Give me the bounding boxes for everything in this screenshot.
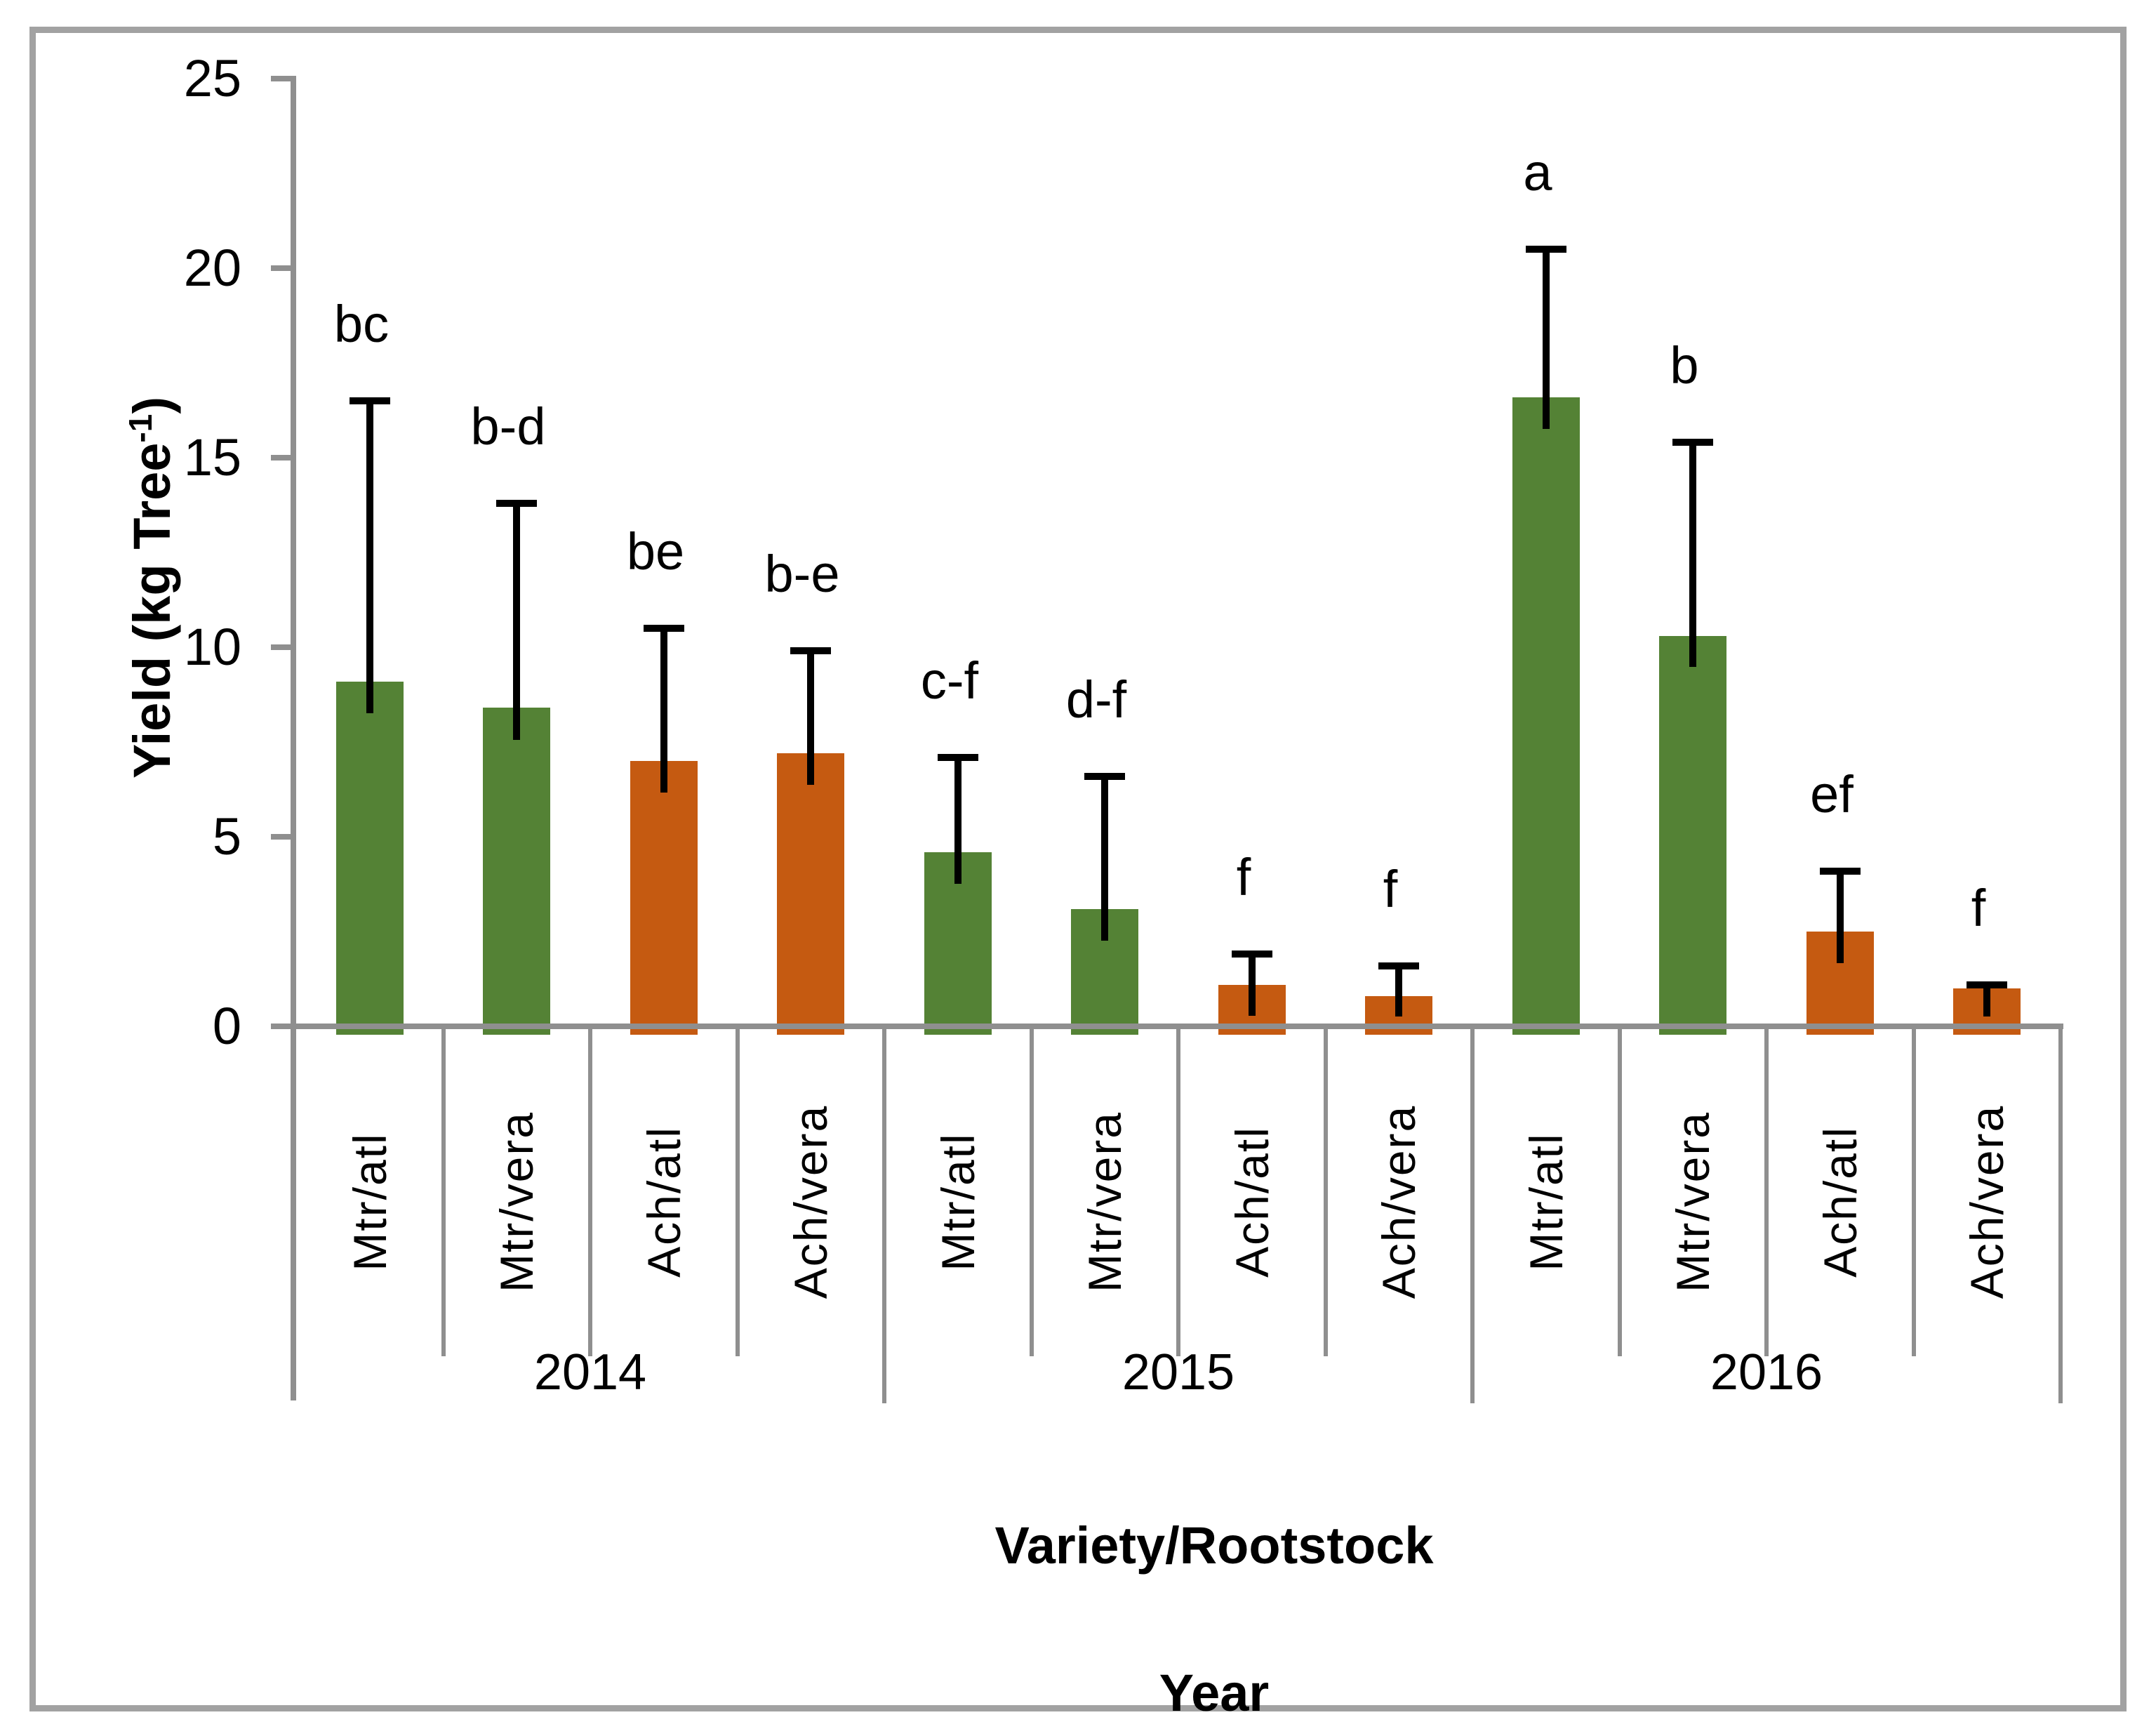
year-separator-line — [1470, 1029, 1475, 1403]
category-label-2016-mtr-vera: Mtr/vera — [1667, 1111, 1719, 1293]
error-bar-cap-2016-mtr-atl — [1526, 246, 1566, 253]
y-tick-label-5: 5 — [212, 807, 241, 866]
y-tick-label-25: 25 — [183, 49, 241, 107]
bar-2014-ach-vera — [777, 753, 844, 1035]
category-label-2014-ach-atl: Ach/atl — [638, 1126, 690, 1278]
y-axis-title-superscript: -1 — [122, 413, 159, 443]
significance-letter-2015-ach-atl: f — [1236, 848, 1251, 906]
category-separator-line — [1176, 1029, 1180, 1356]
bar-2014-mtr-vera — [483, 708, 550, 1035]
error-bar-line-2016-ach-atl — [1837, 871, 1844, 963]
significance-letter-2016-ach-vera: f — [1971, 879, 1986, 937]
y-tick-mark-10 — [271, 644, 291, 650]
error-bar-cap-2016-ach-vera — [1967, 981, 2007, 988]
y-axis-line — [291, 76, 296, 1400]
category-label-2016-mtr-atl: Mtr/atl — [1520, 1132, 1572, 1271]
error-bar-cap-2015-ach-vera — [1378, 962, 1419, 969]
error-bar-line-2015-mtr-vera — [1101, 776, 1108, 941]
category-label-2016-ach-vera: Ach/vera — [1961, 1104, 2013, 1299]
bar-2016-mtr-atl — [1512, 397, 1580, 1035]
bar-2016-mtr-vera — [1659, 636, 1726, 1035]
error-bar-line-2015-mtr-atl — [954, 757, 961, 884]
error-bar-line-2014-ach-atl — [660, 628, 667, 793]
significance-letter-2016-mtr-vera: b — [1670, 336, 1699, 395]
y-tick-mark-25 — [271, 76, 291, 81]
category-label-2015-ach-vera: Ach/vera — [1373, 1104, 1425, 1299]
category-label-2014-mtr-atl: Mtr/atl — [344, 1132, 396, 1271]
category-label-2014-mtr-vera: Mtr/vera — [491, 1111, 543, 1293]
category-separator-line — [1618, 1029, 1622, 1356]
error-bar-cap-2014-mtr-vera — [496, 500, 537, 507]
category-separator-line — [1030, 1029, 1034, 1356]
error-bar-cap-2014-ach-atl — [644, 625, 684, 632]
category-separator-line — [588, 1029, 592, 1356]
year-separator-line — [882, 1029, 886, 1403]
y-tick-label-0: 0 — [212, 997, 241, 1055]
y-tick-mark-20 — [271, 265, 291, 271]
error-bar-cap-2016-ach-atl — [1820, 868, 1861, 875]
significance-letter-2015-ach-vera: f — [1383, 860, 1398, 918]
error-bar-line-2016-ach-vera — [1983, 985, 1990, 1016]
y-tick-mark-0 — [271, 1024, 291, 1029]
category-label-2016-ach-atl: Ach/atl — [1814, 1126, 1866, 1278]
significance-letter-2016-ach-atl: ef — [1810, 765, 1854, 823]
error-bar-line-2014-mtr-vera — [513, 503, 520, 740]
significance-letter-2015-mtr-vera: d-f — [1065, 670, 1127, 729]
category-label-2015-mtr-atl: Mtr/atl — [932, 1132, 984, 1271]
significance-letter-2014-ach-atl: be — [626, 522, 685, 581]
y-tick-label-10: 10 — [183, 618, 241, 676]
category-separator-line — [1324, 1029, 1328, 1356]
significance-letter-2014-ach-vera: b-e — [764, 545, 840, 603]
category-label-2014-ach-vera: Ach/vera — [785, 1104, 837, 1299]
y-axis-title-text: Yield (kg Tree — [122, 442, 181, 779]
category-separator-line — [736, 1029, 740, 1356]
error-bar-line-2014-mtr-atl — [366, 401, 373, 713]
error-bar-cap-2015-mtr-vera — [1084, 773, 1125, 780]
x-axis-line — [271, 1024, 2063, 1029]
y-tick-mark-5 — [271, 834, 291, 840]
significance-letter-2014-mtr-atl: bc — [333, 295, 390, 353]
category-separator-line — [441, 1029, 446, 1356]
error-bar-cap-2014-ach-vera — [790, 647, 831, 654]
category-label-2015-ach-atl: Ach/atl — [1226, 1126, 1278, 1278]
significance-letter-2014-mtr-vera: b-d — [470, 397, 546, 456]
y-tick-mark-15 — [271, 455, 291, 461]
y-tick-label-15: 15 — [183, 428, 241, 486]
significance-letter-2015-mtr-atl: c-f — [920, 651, 979, 710]
year-separator-line — [2058, 1029, 2063, 1403]
category-separator-line — [1764, 1029, 1769, 1356]
error-bar-line-2015-ach-vera — [1395, 966, 1402, 1016]
category-label-2015-mtr-vera: Mtr/vera — [1079, 1111, 1131, 1293]
error-bar-line-2016-mtr-vera — [1689, 442, 1696, 667]
error-bar-cap-2015-mtr-atl — [938, 754, 978, 761]
bar-2014-ach-atl — [630, 761, 698, 1035]
error-bar-line-2015-ach-atl — [1249, 954, 1256, 1016]
error-bar-cap-2015-ach-atl — [1232, 951, 1272, 958]
error-bar-line-2016-mtr-atl — [1543, 249, 1550, 429]
bar-2014-mtr-atl — [336, 682, 404, 1035]
y-axis-title-suffix: ) — [122, 397, 181, 414]
chart-border-frame: bc Mtr/atl b-d Mtr/vera be Ach/atl b-e Ach/vera… — [29, 27, 2127, 1722]
error-bar-cap-2016-mtr-vera — [1672, 439, 1713, 446]
significance-letter-2016-mtr-atl: a — [1523, 143, 1552, 201]
x-axis-title-variety-rootstock: Variety/Rootstock — [994, 1516, 1434, 1575]
y-axis-title: Yield (kg Tree-1) — [121, 397, 182, 779]
error-bar-line-2014-ach-vera — [807, 651, 814, 785]
error-bar-cap-2014-mtr-atl — [350, 397, 390, 404]
category-separator-line — [1912, 1029, 1916, 1356]
x-axis-title-year: Year — [1159, 1664, 1270, 1722]
y-tick-label-20: 20 — [183, 239, 241, 297]
